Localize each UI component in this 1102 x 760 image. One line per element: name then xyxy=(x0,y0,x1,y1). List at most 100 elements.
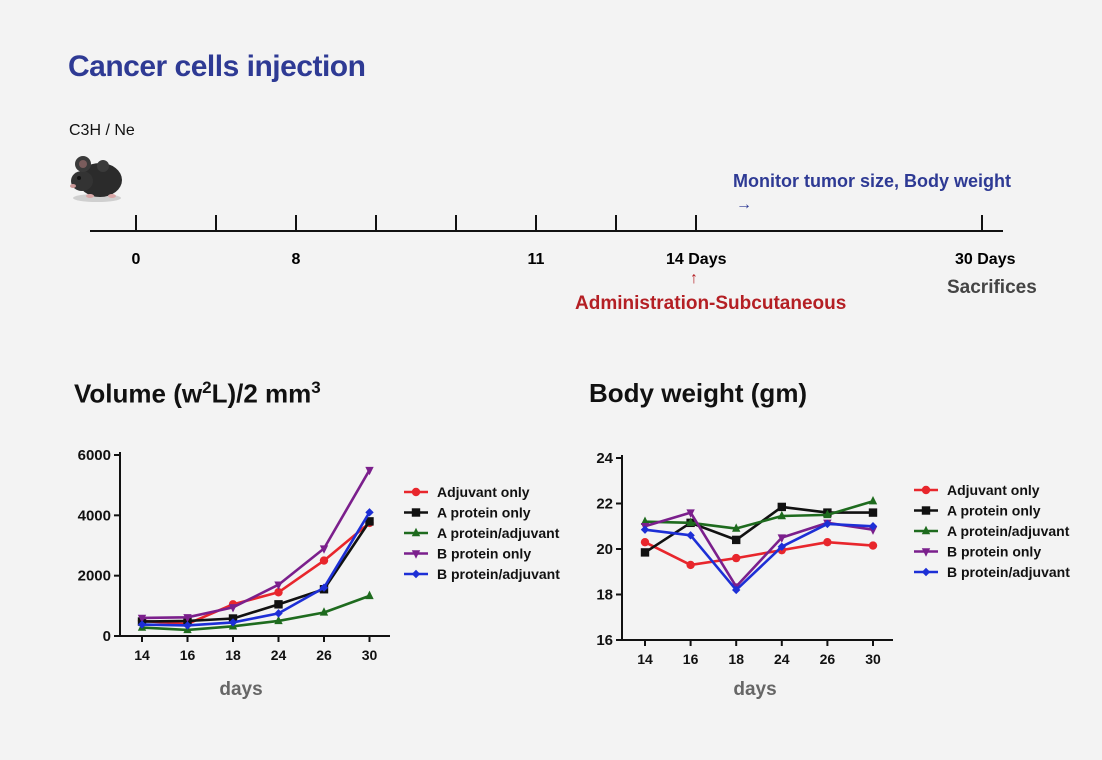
data-point xyxy=(274,615,283,625)
legend-marker xyxy=(411,527,421,537)
data-point xyxy=(640,525,650,534)
data-point xyxy=(274,581,283,590)
legend-item: B protein only xyxy=(914,544,1041,560)
data-point xyxy=(777,502,786,512)
y-tick-label: 20 xyxy=(596,541,613,558)
data-point xyxy=(137,614,147,624)
timeline-tick-14-days: 14 Days xyxy=(666,251,727,268)
x-tick-label: 16 xyxy=(683,651,699,667)
timeline-tick-8: 8 xyxy=(292,251,301,268)
series-line xyxy=(644,540,874,567)
timeline-tick-0: 0 xyxy=(132,251,141,268)
data-point xyxy=(686,560,695,570)
legend-item: A protein only xyxy=(404,505,531,521)
y-tick-label: 24 xyxy=(596,450,613,467)
legend-marker xyxy=(411,569,421,579)
data-point xyxy=(640,548,650,557)
data-point xyxy=(732,523,741,532)
legend-label: A protein/adjuvant xyxy=(437,525,560,541)
series-line xyxy=(141,521,371,626)
data-point xyxy=(183,621,192,630)
y-tick-label: 18 xyxy=(596,587,613,604)
series-line xyxy=(644,505,873,554)
legend-item: B protein only xyxy=(404,546,531,562)
y-tick-label: 22 xyxy=(596,496,613,513)
legend-label: A protein/adjuvant xyxy=(947,523,1070,539)
legend-label: B protein/adjuvant xyxy=(437,566,560,582)
x-tick-label: 18 xyxy=(728,651,744,667)
legend-label: B protein only xyxy=(947,544,1041,560)
legend-label: A protein only xyxy=(947,503,1041,519)
data-point xyxy=(183,614,192,623)
data-point xyxy=(686,509,695,518)
data-point xyxy=(777,534,786,543)
legend-marker xyxy=(921,548,931,557)
x-tick-label: 30 xyxy=(362,647,378,663)
data-point xyxy=(823,509,832,519)
data-point xyxy=(319,545,329,554)
x-tick-label: 26 xyxy=(820,651,836,667)
x-axis-label: days xyxy=(219,679,262,700)
timeline: 0 8 11 14 Days 30 Days xyxy=(90,215,1016,268)
data-point xyxy=(274,609,283,618)
data-point xyxy=(228,604,238,613)
x-tick-label: 24 xyxy=(774,651,790,667)
series-a-protein-adjuvant xyxy=(640,496,878,532)
body-weight-chart-title: Body weight (gm) xyxy=(589,378,808,408)
y-tick-label: 0 xyxy=(103,628,111,645)
data-point xyxy=(868,522,878,531)
page-title: Cancer cells injection xyxy=(68,50,366,83)
data-point xyxy=(319,607,329,616)
data-point xyxy=(640,516,650,525)
x-tick-label: 30 xyxy=(865,651,881,667)
data-point xyxy=(274,588,283,597)
x-tick-label: 18 xyxy=(225,647,241,663)
legend-marker xyxy=(921,506,931,515)
x-axis-label: days xyxy=(733,679,776,700)
data-point xyxy=(868,541,878,550)
data-point xyxy=(823,537,832,547)
legend-label: Adjuvant only xyxy=(437,484,530,500)
right-arrow-icon: → xyxy=(736,196,752,213)
data-point xyxy=(686,517,695,527)
series-line xyxy=(644,522,874,592)
series-adjuvant-only xyxy=(640,537,878,570)
data-point xyxy=(365,590,374,600)
data-point xyxy=(365,517,374,526)
sacrifices-label: Sacrifices xyxy=(947,277,1037,298)
legend-item: Adjuvant only xyxy=(404,484,530,500)
legend-marker xyxy=(921,525,931,535)
legend-item: B protein/adjuvant xyxy=(404,566,560,582)
data-point xyxy=(868,526,878,535)
mouse-strain-label: C3H / Ne xyxy=(69,122,135,139)
data-point xyxy=(732,535,741,545)
legend-marker xyxy=(921,567,931,577)
data-point xyxy=(732,553,741,563)
series-line xyxy=(141,511,371,627)
series-a-protein-only xyxy=(137,517,374,626)
up-arrow-icon: ↑ xyxy=(690,270,698,287)
series-line xyxy=(141,594,370,632)
x-tick-label: 26 xyxy=(316,647,332,663)
data-point xyxy=(365,466,374,476)
legend-item: Adjuvant only xyxy=(914,482,1040,498)
timeline-ticks xyxy=(135,215,983,231)
mouse-icon xyxy=(70,156,122,202)
legend-item: A protein/adjuvant xyxy=(914,523,1070,539)
legend-marker xyxy=(411,487,421,497)
y-tick-label: 16 xyxy=(596,632,613,649)
y-tick-label: 4000 xyxy=(78,507,111,524)
legend-marker xyxy=(411,550,421,559)
administration-label: Administration-Subcutaneous xyxy=(575,293,847,314)
series-line xyxy=(141,520,371,623)
legend-label: B protein/adjuvant xyxy=(947,564,1070,580)
legend-label: A protein only xyxy=(437,505,531,521)
data-point xyxy=(777,510,786,520)
series-line xyxy=(141,469,371,620)
timeline-tick-30-days: 30 Days xyxy=(955,251,1016,268)
legend-item: A protein/adjuvant xyxy=(404,525,560,541)
data-point xyxy=(319,583,329,592)
legend-item: B protein/adjuvant xyxy=(914,564,1070,580)
x-tick-label: 24 xyxy=(271,647,287,663)
monitor-label: Monitor tumor size, Body weight xyxy=(733,171,1011,191)
